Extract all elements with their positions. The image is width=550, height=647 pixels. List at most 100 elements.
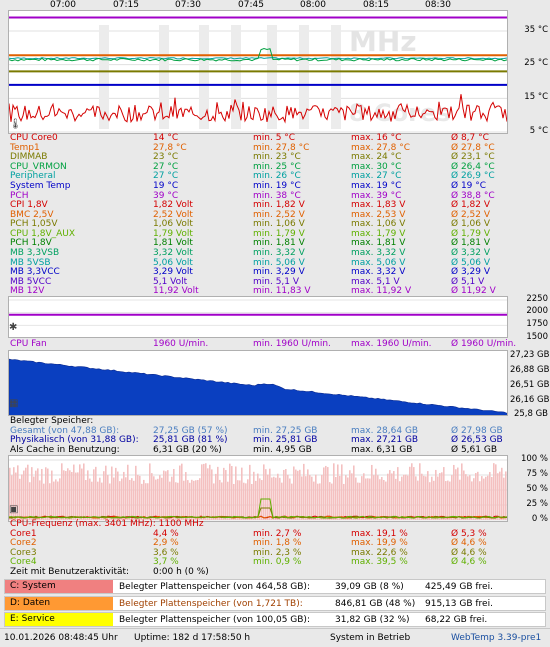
sensor-min: min. 19 °C — [253, 180, 301, 191]
temperature-table: CPU Core0 14 °C min. 5 °C max. 16 °C Ø 8,7 °… — [8, 133, 548, 202]
sensor-average: Ø 5,61 GB — [451, 444, 497, 455]
axis-tick-label: 1750 — [526, 319, 548, 329]
sensor-row: Peripheral 27 °C min. 26 °C max. 27 °C Ø 26,… — [8, 172, 548, 182]
disk-row[interactable]: D: Daten Belegter Plattenspeicher (von 1,… — [4, 596, 546, 611]
disk-label: E: Service — [5, 613, 113, 626]
sensor-average: Ø 38,8 °C — [451, 190, 495, 201]
sensor-average: Ø 4,6 % — [451, 557, 487, 568]
sensor-average: Ø 4,6 % — [451, 547, 487, 558]
disk-used: 846,81 GB (48 %) — [335, 599, 416, 609]
disk-free: 425,49 GB frei. — [425, 582, 493, 592]
watermark-mhz: MHz — [349, 25, 417, 58]
time-axis: 07:00 07:15 07:30 07:45 08:00 08:15 08:30 — [8, 0, 508, 10]
disk-row[interactable]: C: System Belegter Plattenspeicher (von 4… — [4, 579, 546, 594]
sensor-current: 23 °C — [153, 152, 179, 163]
axis-tick-label: 26,88 GB — [510, 365, 550, 375]
disk-description: Belegter Plattenspeicher (von 464,58 GB)… — [119, 582, 310, 592]
sensor-name: PCH 1,8V — [10, 238, 52, 249]
sensor-max: max. 5,06 V — [351, 257, 406, 268]
sensor-name: PCH 1,05V — [10, 219, 58, 230]
sensor-row: CPU_VRMON 27 °C min. 25 °C max. 30 °C Ø 26,4… — [8, 161, 548, 173]
sensor-current: 14 °C — [153, 133, 179, 143]
sensor-average: Ø 1,79 V — [451, 228, 491, 239]
sensor-current: 11,92 Volt — [153, 286, 199, 297]
axis-tick-label: 0 % — [531, 514, 548, 524]
voltage-table: CPI 1,8V 1,82 Volt min. 1,82 V max. 1,83 V Ø… — [8, 200, 548, 297]
sensor-name: BMC 2,5V — [10, 209, 54, 220]
sensor-row: CPU 1,8V_AUX 1,79 Volt min. 1,79 V max. 1,7… — [8, 228, 548, 240]
sensor-current: 3,6 % — [153, 547, 179, 558]
sensor-max: max. 27,21 GB — [351, 435, 419, 446]
axis-tick-label: 25 °C — [524, 58, 548, 68]
sensor-max: max. 22,6 % — [351, 547, 408, 558]
sensor-row: Core3 3,6 % min. 2,3 % max. 22,6 % Ø 4,6 % — [8, 547, 548, 559]
sensor-average: Ø 23,1 °C — [451, 152, 495, 163]
sensor-current: 6,31 GB (20 %) — [153, 444, 222, 455]
sensor-row: Als Cache in Benutzung: 6,31 GB (20 %) min… — [8, 444, 548, 456]
sensor-current: 2,9 % — [153, 538, 179, 549]
sensor-min: min. 2,3 % — [253, 547, 302, 558]
time-tick-label: 07:00 — [50, 0, 76, 10]
sensor-average: Ø 1,06 V — [451, 219, 491, 230]
sensor-average: Ø 5,3 % — [451, 528, 487, 539]
sensor-name: Temp1 — [10, 142, 40, 153]
sensor-name: Core1 — [10, 528, 37, 539]
sensor-min: min. 3,32 V — [253, 247, 305, 258]
sensor-min: min. 2,52 V — [253, 209, 305, 220]
sensor-row: Gesamt (von 47,88 GB): 27,25 GB (57 %) min… — [8, 425, 548, 437]
sensor-current: 19 °C — [153, 180, 179, 191]
sensor-row: Core1 4,4 % min. 2,7 % max. 19,1 % Ø 5,3 % — [8, 528, 548, 540]
disk-description: Belegter Plattenspeicher (von 100,05 GB)… — [119, 615, 310, 625]
sensor-name: MB 5VSB — [10, 257, 51, 268]
axis-tick-label: 50 % — [526, 484, 548, 494]
status-uptime: Uptime: 182 d 17:58:50 h — [134, 633, 251, 643]
axis-tick-label: 75 % — [526, 469, 548, 479]
sensor-name: MB 3,3VSB — [10, 247, 60, 258]
series-line — [9, 498, 507, 519]
sensor-max: max. 19 °C — [351, 180, 402, 191]
sensor-max: max. 27 °C — [351, 171, 402, 182]
sensor-row: CPU Core0 14 °C min. 5 °C max. 16 °C Ø 8,7 °… — [8, 133, 548, 144]
time-tick-label: 07:45 — [238, 0, 264, 10]
sensor-max: max. 16 °C — [351, 133, 402, 143]
axis-tick-label: 5 °C — [529, 126, 548, 136]
sensor-max: max. 1,83 V — [351, 200, 406, 210]
axis-tick-label: 26,51 GB — [510, 380, 550, 390]
sensor-row: DIMMAB 23 °C min. 23 °C max. 24 °C Ø 23,1 °C — [8, 153, 548, 163]
sensor-max: max. 28,64 GB — [351, 425, 419, 436]
sensor-min: min. 38 °C — [253, 190, 301, 201]
sensor-max: max. 39 °C — [351, 190, 402, 201]
sensor-min: min. 3,29 V — [253, 267, 305, 278]
sensor-row: MB 12V 11,92 Volt min. 11,83 V max. 11,92 V… — [8, 287, 548, 297]
status-state: System in Betrieb — [330, 633, 411, 643]
sensor-max: max. 27,8 °C — [351, 142, 411, 153]
sensor-row: MB 3,3VSB 3,32 Volt min. 3,32 V max. 3,32 V… — [8, 247, 548, 259]
sensor-max: max. 1,81 V — [351, 238, 406, 249]
cpu-graph-canvas — [9, 459, 507, 521]
sensor-min: min. 27,8 °C — [253, 142, 310, 153]
series-line — [9, 94, 507, 124]
sensor-name: Gesamt (von 47,88 GB): — [10, 425, 120, 436]
fan-icon: ✱ — [9, 322, 18, 333]
sensor-row: PCH 39 °C min. 38 °C max. 39 °C Ø 38,8 °C — [8, 190, 548, 202]
sensor-name: Physikalisch (von 31,88 GB): — [10, 435, 139, 446]
sensor-name: MB 5VCC — [10, 276, 52, 287]
sensor-name: Peripheral — [10, 171, 56, 182]
cpu-axis: 100 % 75 % 50 % 25 % 0 % — [510, 454, 550, 524]
disk-used: 31,82 GB (32 %) — [335, 615, 410, 625]
status-app-version[interactable]: WebTemp 3.39-pre1 — [451, 633, 542, 643]
sensor-average: Ø 1,82 V — [451, 200, 491, 210]
sensor-min: min. 23 °C — [253, 152, 301, 163]
sensor-name: CPU_VRMON — [10, 161, 67, 172]
sensor-row: Physikalisch (von 31,88 GB): 25,81 GB (81… — [8, 436, 548, 446]
sensor-average: Ø 4,6 % — [451, 538, 487, 549]
memory-graph — [8, 350, 508, 416]
disk-row[interactable]: E: Service Belegter Plattenspeicher (von … — [4, 612, 546, 627]
sensor-max: max. 30 °C — [351, 161, 402, 172]
sensor-average: Ø 19 °C — [451, 180, 487, 191]
axis-tick-label: 27,23 GB — [510, 350, 550, 360]
sensor-row: CPU Fan 1960 U/min. min. 1960 U/min. max. 1… — [8, 339, 548, 350]
sensor-name: CPI 1,8V — [10, 200, 48, 210]
sensor-average: Ø 26,4 °C — [451, 161, 495, 172]
